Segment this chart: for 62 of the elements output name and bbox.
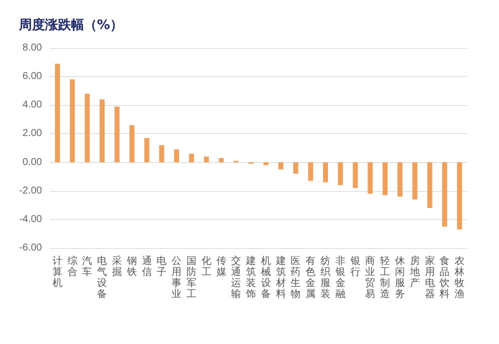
x-tick-label: 通信 [142, 255, 152, 278]
x-tick-label: 电气设备 [97, 255, 108, 300]
bar [70, 79, 75, 162]
x-tick-label: 电子 [156, 255, 167, 278]
bar [84, 94, 90, 162]
bar [412, 162, 418, 200]
x-tick-label: 综合 [67, 255, 78, 278]
x-tick-label: 传媒 [216, 256, 226, 278]
x-tick-label: 有色金属 [306, 255, 316, 300]
bar [323, 162, 328, 182]
x-tick-label: 农林牧渔 [454, 256, 465, 300]
y-tick-label: 0.00 [22, 156, 42, 168]
bar [278, 162, 284, 170]
y-tick-label: 4.00 [22, 100, 42, 111]
x-tick-label: 建筑装饰 [245, 255, 256, 300]
y-tick-label: -4.00 [19, 214, 42, 225]
y-tick-label: -2.00 [19, 185, 42, 196]
x-tick-label: 建筑材料 [274, 255, 286, 300]
x-tick-label: 银行 [349, 256, 360, 278]
bar [54, 64, 60, 162]
y-tick-label: 8.00 [22, 42, 42, 54]
bar [218, 158, 224, 162]
x-tick-label: 化工 [201, 255, 212, 278]
x-tick-label: 采掘 [112, 255, 122, 278]
x-tick-label: 计算机 [52, 255, 62, 289]
bar [159, 145, 164, 162]
chart-title: 周度涨跌幅（%） [18, 17, 124, 33]
x-tick-label: 食品饮料 [438, 255, 450, 300]
bar [442, 162, 448, 227]
x-tick-label: 纺织服装 [320, 255, 331, 300]
bar [144, 138, 150, 162]
x-tick-label: 医药生物 [290, 256, 301, 300]
bar [129, 125, 134, 162]
bar [308, 162, 314, 181]
x-tick-label: 非银金融 [334, 255, 346, 300]
x-tick-label: 轻工制造 [380, 255, 390, 300]
x-tick-label: 钢铁 [126, 256, 137, 278]
bar [368, 162, 373, 194]
bar [204, 156, 209, 162]
x-tick-label: 交通运输 [231, 255, 242, 300]
bar [427, 162, 432, 208]
x-tick-label: 国防军工 [186, 256, 196, 300]
bar [114, 106, 120, 162]
x-tick-label: 房地产 [408, 255, 420, 289]
x-tick-label: 家用电器 [424, 255, 435, 300]
bar [338, 162, 343, 186]
bar [293, 162, 298, 174]
y-tick-label: 6.00 [22, 71, 42, 82]
y-tick-label: 2.00 [22, 128, 42, 140]
bar [457, 162, 462, 230]
x-tick-label: 休闲服务 [394, 256, 405, 300]
x-tick-label: 机械设备 [260, 255, 271, 300]
x-tick-label: 商业贸易 [365, 255, 376, 300]
bar [174, 149, 180, 162]
bar [382, 162, 388, 196]
bar [352, 162, 358, 188]
x-tick-label: 公用事业 [172, 255, 182, 300]
bar [100, 99, 105, 162]
y-tick-label: -6.00 [19, 242, 42, 254]
bar [188, 154, 194, 162]
bar [397, 162, 402, 197]
x-tick-label: 汽车 [82, 255, 92, 278]
